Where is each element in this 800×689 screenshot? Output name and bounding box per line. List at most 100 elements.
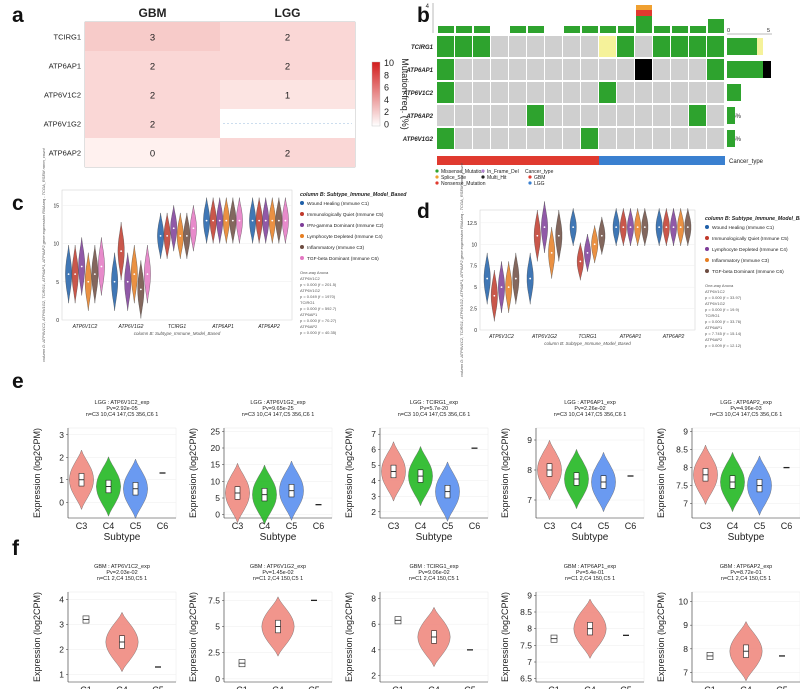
anova-text: ATP6V1C2 xyxy=(705,289,725,294)
x-tick-label: C5 xyxy=(130,521,142,531)
oncoprint-cell xyxy=(599,105,616,126)
plot-n: n=C3 10,C4 147,C5 356,C6 1 xyxy=(242,412,315,418)
violin-median xyxy=(493,294,496,297)
cancer-type-lgg-track xyxy=(599,156,725,165)
x-axis-label: column B: Subtype_Immune_Model_Based xyxy=(544,341,631,346)
y-tick-label: 7 xyxy=(683,668,688,678)
heatmap-cell xyxy=(85,138,220,167)
x-tick-label: ATP6AP1 xyxy=(211,324,234,330)
violin-median xyxy=(277,219,280,222)
anova-text: p = 0.049 (f = 1970) xyxy=(300,294,336,299)
oncoprint-cell xyxy=(689,36,706,57)
y-tick-label: 9 xyxy=(527,435,532,445)
legend-tick: 6 xyxy=(384,83,389,93)
right-bar xyxy=(727,61,763,78)
legend-label: Lymphocyte Depleted (Immune C4) xyxy=(307,234,383,240)
cell-value: 2 xyxy=(285,33,290,44)
legend-type-title: Cancer_type xyxy=(525,169,554,175)
x-tick-label: ATP6V1C2 xyxy=(488,334,514,340)
oncoprint-cell xyxy=(545,128,562,149)
y-tick-label: 1 xyxy=(59,475,64,485)
y-tick-label: 7.5 xyxy=(676,481,688,491)
legend-label: TGF-beta Dominant (Immune C6) xyxy=(307,256,379,262)
plot-title: GBM : ATP6V1G2_exp xyxy=(250,564,306,570)
oncoprint-cell xyxy=(653,128,670,149)
y-tick-label: 3 xyxy=(371,491,376,501)
y-tick-label: 2 xyxy=(59,452,64,462)
violin-median xyxy=(139,288,142,291)
legend-label: Wound Healing (Immune C1) xyxy=(712,225,774,231)
y-tick-label: 2.5 xyxy=(208,648,220,658)
oncoprint-cell xyxy=(671,82,688,103)
legend-label: Immunologically Quiet (Immune C5) xyxy=(307,212,384,218)
y-tick-label: 8 xyxy=(527,465,532,475)
violin-median xyxy=(133,273,136,276)
violin-median xyxy=(87,280,90,283)
violin-median xyxy=(172,227,175,230)
oncoprint-cell xyxy=(455,128,472,149)
x-tick-label: C5 xyxy=(442,521,454,531)
legend-mutation-label: Missense_Mutation xyxy=(441,169,484,175)
oncoprint-cell xyxy=(509,128,526,149)
oncoprint-cell xyxy=(671,128,688,149)
oncoprint-cell xyxy=(509,59,526,80)
oncoprint-cell xyxy=(455,59,472,80)
percent-label: 15% xyxy=(729,114,742,120)
violin-median xyxy=(622,226,625,229)
oncoprint-cell xyxy=(437,59,454,80)
anova-text: p = 0.000 (f = 33.97) xyxy=(705,295,742,300)
y-tick-label: 10 xyxy=(471,242,477,248)
panel-c-violin: 0 5 10 15 ATP6V1C2 ATP6V1G2 TCIRG1 ATP6AP1 ATP6A… xyxy=(41,147,407,361)
oncoprint-cell xyxy=(653,105,670,126)
plot-title: LGG : TCIRG1_exp xyxy=(410,400,458,406)
panel-b-oncoprint: 4TCIRG138%ATP6AP131%ATP6V1C223%ATP6AP215… xyxy=(402,3,772,187)
plot-pvalue: Pv=2.26e-02 xyxy=(574,406,605,412)
legend-title: column B: Subtype_Immune_Model_Based xyxy=(300,192,407,198)
oncoprint-cell xyxy=(599,36,616,57)
violin-median xyxy=(218,219,221,222)
x-tick-label: C4 xyxy=(415,521,427,531)
gene-label: ATP6V1C2 xyxy=(402,91,434,97)
top-bar xyxy=(582,26,598,33)
panel-label-b: b xyxy=(417,4,430,27)
oncoprint-cell xyxy=(617,105,634,126)
y-tick-label: 5 xyxy=(56,280,59,286)
y-tick-label: 5 xyxy=(215,622,220,632)
top-bar xyxy=(708,19,724,33)
plot-n: n=C1 2,C4 150,C5 1 xyxy=(721,576,771,582)
violin-median xyxy=(80,265,83,268)
y-tick-label: 2 xyxy=(371,507,376,517)
plot-n: n=C1 2,C4 150,C5 1 xyxy=(253,576,303,582)
y-axis-label: Expression (log2CPM) xyxy=(500,428,510,518)
x-tick-label: C4 xyxy=(584,685,596,689)
oncoprint-cell xyxy=(545,59,562,80)
plot-n: n=C3 10,C4 147,C5 356,C6 1 xyxy=(554,412,627,418)
right-axis-label: 5 xyxy=(767,28,770,34)
violin-median xyxy=(507,286,510,289)
top-bar xyxy=(690,26,706,33)
violin-median xyxy=(529,277,532,280)
cell-value: 2 xyxy=(285,62,290,73)
x-tick-label: C5 xyxy=(308,685,320,689)
violin-median xyxy=(550,251,553,254)
row-label: ATP6V1C2 xyxy=(44,91,81,100)
legend-swatch xyxy=(705,247,709,251)
oncoprint-cell xyxy=(707,59,724,80)
x-tick-label: ATP6V1G2 xyxy=(531,334,557,340)
legend-tick: 8 xyxy=(384,70,389,80)
gene-label: ATP6AP2 xyxy=(405,114,433,120)
x-tick-label: C5 xyxy=(754,521,766,531)
violin-median xyxy=(514,277,517,280)
y-tick-label: 20 xyxy=(211,443,221,453)
top-bar xyxy=(618,26,634,33)
oncoprint-cell xyxy=(635,105,652,126)
legend-swatch xyxy=(300,256,304,260)
oncoprint-cell xyxy=(635,59,652,80)
oncoprint-cell xyxy=(581,105,598,126)
y-tick-label: 4 xyxy=(371,645,376,655)
legend-label: Inflammatory (Immune C3) xyxy=(712,258,769,264)
y-tick-label: 7.5 xyxy=(470,264,477,270)
plot-pvalue: Pv=2.03e-02 xyxy=(106,570,137,576)
right-bar-yellow xyxy=(757,38,763,55)
y-tick-label: 1 xyxy=(59,670,64,680)
